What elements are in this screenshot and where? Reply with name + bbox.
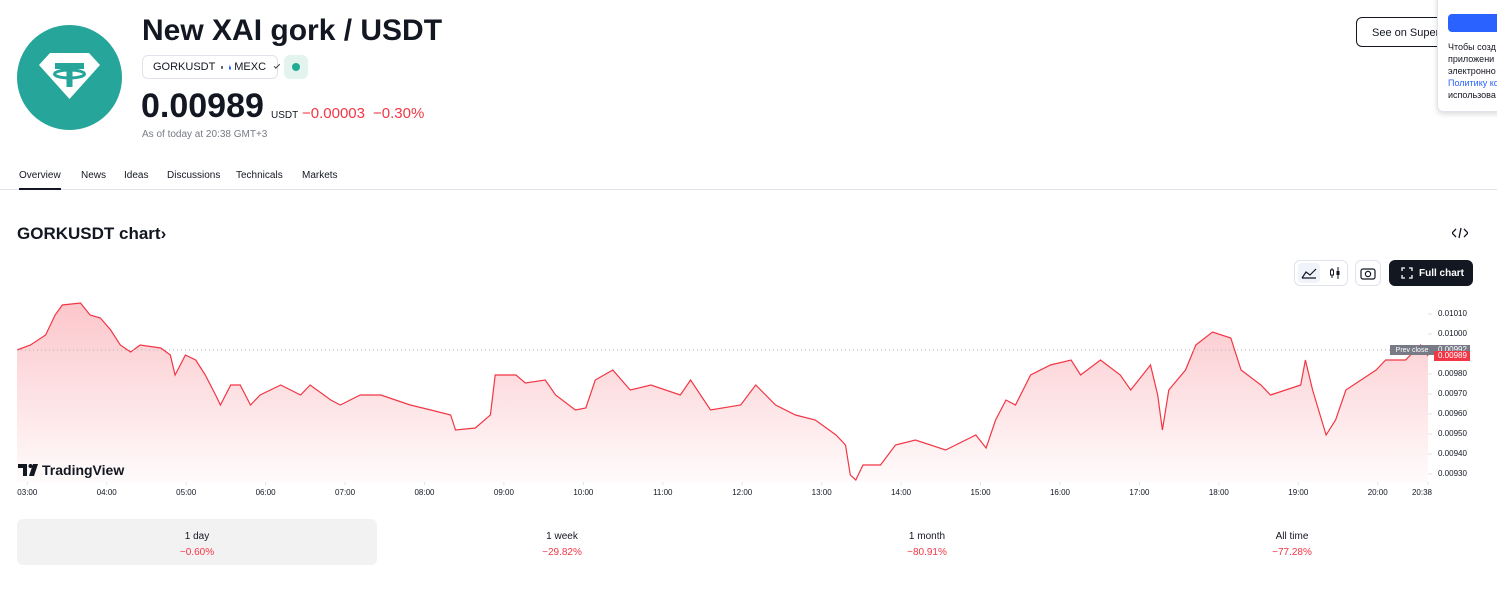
brand: TradingView: [18, 462, 124, 478]
price-line: [16, 302, 1429, 481]
x-tick-label: 06:00: [256, 488, 277, 497]
candle-type-button[interactable]: [1324, 263, 1346, 283]
tab[interactable]: News: [81, 170, 107, 181]
status-pill: [284, 55, 308, 79]
chart-type-group: [1294, 260, 1348, 286]
x-tick-label: 19:00: [1288, 488, 1309, 497]
y-tick-label: 0.00980: [1438, 369, 1467, 378]
title: New XAI gork / USDT: [142, 14, 443, 47]
period-label: All time: [1275, 531, 1309, 542]
tab[interactable]: Ideas: [124, 170, 149, 181]
y-tick-label: 0.00970: [1438, 389, 1467, 398]
x-tick-label: 10:00: [573, 488, 594, 497]
status-dot: [292, 63, 300, 71]
area-fill: [17, 303, 1428, 482]
y-tick-label: 0.00950: [1438, 429, 1467, 438]
last-price-tag: [1434, 351, 1470, 361]
period[interactable]: 1 month −80.91%: [747, 519, 1107, 565]
tab[interactable]: Technicals: [236, 170, 283, 181]
last-price-value: 0.00989: [1438, 351, 1467, 360]
tab[interactable]: Markets: [302, 170, 338, 181]
x-tick-label: 18:00: [1209, 488, 1230, 497]
logo-icon: [39, 53, 100, 99]
x-tick-label: 14:00: [891, 488, 912, 497]
x-tick-label: 11:00: [653, 488, 673, 497]
symbol-pill[interactable]: GORKUSDT MEXC: [142, 55, 281, 79]
x-tick-label: 08:00: [414, 488, 435, 497]
y-tick-label: 0.01010: [1438, 309, 1467, 318]
as-of: As of today at 20:38 GMT+3: [142, 129, 268, 140]
y-tick-label: 0.00940: [1438, 449, 1467, 458]
x-tick-label: 04:00: [97, 488, 118, 497]
change: −0.00003: [302, 105, 365, 122]
fullscreen-icon: [1401, 267, 1413, 279]
popup-line: Чтобы созд: [1448, 42, 1496, 52]
popup-line: электронно: [1448, 66, 1496, 76]
period-change: −29.82%: [542, 547, 582, 558]
y-tick-label: 0.00930: [1438, 469, 1467, 478]
logo: [17, 25, 122, 130]
tab[interactable]: Overview: [19, 170, 61, 190]
period[interactable]: All time −77.28%: [1112, 519, 1472, 565]
period-label: 1 month: [908, 531, 946, 542]
embed-icon[interactable]: [1452, 227, 1468, 239]
currency: USDT: [271, 110, 299, 121]
tabs: Overview News Ideas Discussions Technica…: [0, 160, 1497, 190]
period[interactable]: 1 day −0.60%: [17, 519, 377, 565]
prev-close-value-tag: [1434, 345, 1470, 355]
period-label: 1 day: [184, 531, 210, 542]
period-change: −0.60%: [179, 547, 215, 558]
dot: [221, 65, 223, 69]
area-type-button[interactable]: [1298, 263, 1320, 283]
popup-line: приложени: [1448, 54, 1495, 64]
x-tick-label: 09:00: [494, 488, 515, 497]
full-chart-button[interactable]: Full chart: [1389, 260, 1473, 286]
change-percent: −0.30%: [373, 105, 425, 122]
x-tick-label: 20:00: [1368, 488, 1389, 497]
prev-close-text: Prev close: [1396, 347, 1429, 354]
period-change: −80.91%: [907, 547, 947, 558]
x-tick-label: 12:00: [732, 488, 753, 497]
exchange-icon: [228, 64, 232, 70]
section-title[interactable]: GORKUSDT chart›: [17, 224, 167, 243]
camera-icon: [1360, 268, 1376, 280]
x-tick-label: 13:00: [812, 488, 833, 497]
y-tick-label: 0.00960: [1438, 409, 1467, 418]
period-change: −77.28%: [1272, 547, 1312, 558]
periods: 1 day −0.60% 1 week −29.82% 1 month −80.91%…: [17, 519, 1477, 565]
popup-line: использова: [1448, 90, 1496, 100]
x-tick-label: 07:00: [335, 488, 356, 497]
x-tick-label: 15:00: [971, 488, 992, 497]
popup-link[interactable]: Политику ко: [1448, 78, 1497, 88]
symbol: GORKUSDT: [153, 61, 216, 73]
price: 0.00989: [141, 87, 264, 125]
period-label: 1 week: [546, 531, 578, 542]
y-tick-label: 0.01000: [1438, 329, 1467, 338]
exchange: MEXC: [234, 61, 267, 73]
x-tick-label: 05:00: [176, 488, 197, 497]
popup-button[interactable]: [1448, 14, 1497, 32]
superchart-label: See on Superch: [1372, 27, 1451, 39]
area-icon: [1301, 268, 1317, 279]
period[interactable]: 1 week −29.82%: [382, 519, 742, 565]
tab[interactable]: Discussions: [167, 170, 221, 181]
popup: Чтобы созд приложени электронно Политику…: [1437, 0, 1497, 112]
prev-close-tag: [1390, 345, 1434, 355]
x-tick-label: 03:00: [17, 488, 38, 497]
full-chart-label: Full chart: [1419, 267, 1465, 279]
brand-label: TradingView: [42, 462, 125, 478]
x-tick-label: 16:00: [1050, 488, 1071, 497]
brand-icon: [18, 464, 38, 476]
prev-close-value: 0.00992: [1438, 345, 1467, 354]
x-tick-label: 17:00: [1129, 488, 1150, 497]
snapshot-button[interactable]: [1355, 260, 1381, 286]
x-tick-label: 20:38: [1412, 488, 1433, 497]
